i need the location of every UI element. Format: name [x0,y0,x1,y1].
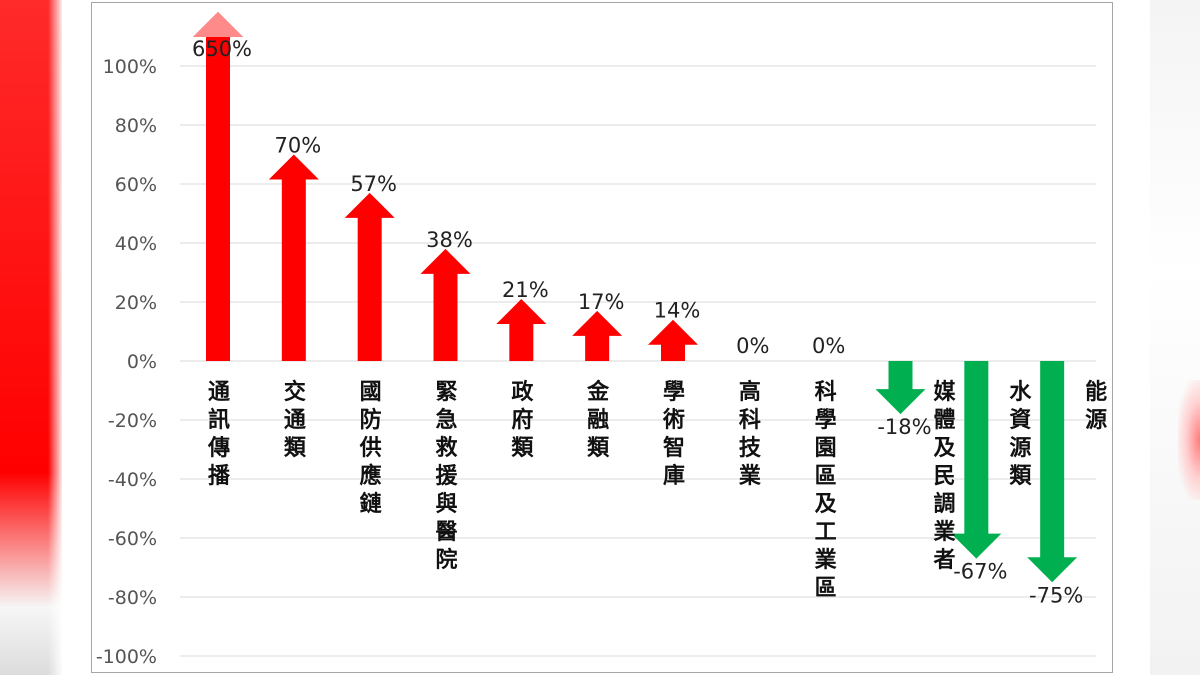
arrow-bar [268,154,319,361]
y-tick-label: -40% [108,469,157,491]
data-label: 17% [578,290,625,314]
arrow-bar [496,299,547,361]
data-label: 0% [812,334,845,358]
category-label: 通訊傳播 [207,380,231,489]
background-right-strip [1150,0,1200,675]
data-label: 70% [274,134,321,158]
y-tick-label: -60% [108,528,157,550]
data-label: 57% [350,172,397,196]
arrow-bar [951,361,1002,559]
category-label: 水資源類 [1009,380,1032,489]
y-tick-label: 40% [115,233,157,255]
category-label: 媒體及民調業者 [932,379,956,573]
gridlines [180,65,1096,657]
data-label: -67% [953,560,1007,584]
y-axis-ticks: 100% 80% 60% 40% 20% 0% -20% -40% -60% -80% -100% [96,56,157,668]
data-label: 38% [426,228,473,252]
y-tick-label: 20% [115,292,157,314]
category-label: 科學園區及工業區 [815,380,838,601]
y-tick-label: 60% [115,174,157,196]
data-label: 21% [502,278,549,302]
category-label: 緊急救援與醫院 [435,380,458,573]
category-label: 金融類 [586,379,610,461]
data-labels: 650% 70% 57% 38% 21% 17% 14% 0% 0% -18% -67% -75% [192,37,1083,607]
data-label: -75% [1029,583,1083,607]
category-label: 能源 [1085,379,1107,433]
data-label: 0% [736,334,769,358]
arrow-bars [193,12,1078,583]
category-labels: 通訊傳播 交通類 國防供應鏈 緊急救援與醫院 政府類 金融類 學術智庫 高科技業 科學園區及工業… [207,379,1107,601]
y-tick-label: 0% [127,351,157,373]
category-label: 政府類 [511,379,534,461]
arrow-bar [648,319,698,361]
arrow-bar [193,12,243,361]
y-tick-label: -20% [108,410,157,432]
arrow-bar [420,248,471,361]
arrow-bar [1027,361,1078,583]
arrow-bar [572,310,623,361]
data-label: 14% [654,299,701,323]
arrow-bar-overflow-tip [193,12,243,37]
y-tick-label: -80% [108,587,157,609]
category-label: 國防供應鏈 [359,380,382,517]
category-label: 學術智庫 [662,379,685,489]
background-right-red-glow [1178,380,1200,500]
arrow-bar [344,192,395,361]
data-label: 650% [192,37,252,61]
category-label: 高科技業 [739,379,762,489]
data-label: -18% [877,415,931,439]
arrow-bar [875,361,926,415]
y-tick-label: 80% [115,115,157,137]
y-tick-label: 100% [103,56,157,78]
y-tick-label: -100% [96,646,157,668]
background-red-strip [0,0,62,675]
category-label: 交通類 [284,379,307,461]
